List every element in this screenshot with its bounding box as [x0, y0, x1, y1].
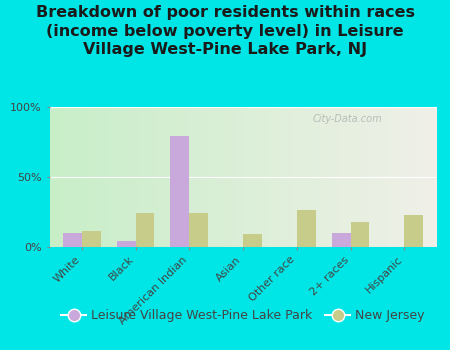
Bar [243, 234, 262, 247]
Bar [404, 215, 423, 247]
Legend: Leisure Village West-Pine Lake Park, New Jersey: Leisure Village West-Pine Lake Park, New… [56, 304, 430, 327]
Bar [135, 213, 154, 247]
Bar [171, 136, 189, 247]
Text: City-Data.com: City-Data.com [313, 114, 382, 124]
Bar [63, 233, 82, 247]
Bar [189, 213, 208, 247]
Bar [332, 233, 351, 247]
Bar [82, 231, 100, 247]
Bar [117, 241, 135, 247]
Text: Breakdown of poor residents within races
(income below poverty level) in Leisure: Breakdown of poor residents within races… [36, 5, 414, 57]
Bar [351, 222, 369, 247]
Bar [297, 210, 315, 247]
